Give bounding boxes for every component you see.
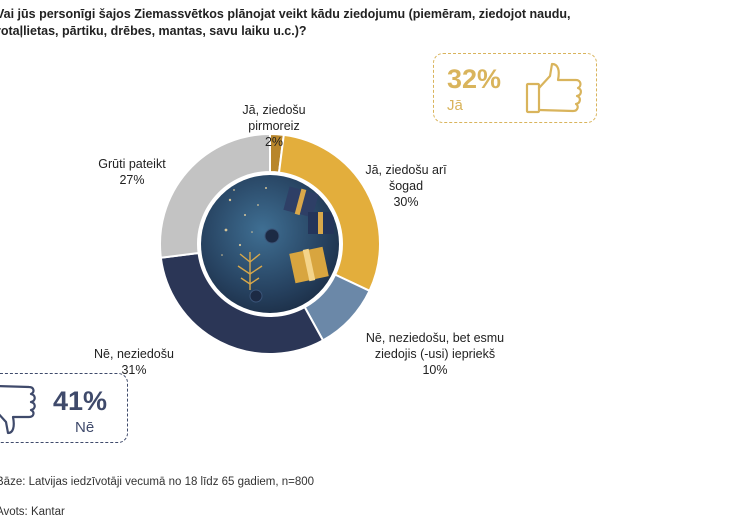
slice-label-no: Nē, neziedošu 31% (94, 347, 174, 377)
survey-question: Vai jūs personīgi šajos Ziemassvētkos pl… (0, 7, 571, 38)
slice-label-yes-first: Jā, ziedošu pirmoreiz 2% (242, 103, 306, 149)
slice-label-unsure: Grūti pateikt 27% (98, 157, 166, 187)
yes-total-label: Jā (447, 97, 463, 114)
footer-base: Bāze: Latvijas iedzīvotāji vecumā no 18 … (0, 476, 315, 488)
slice-label-no-before: Nē, neziedošu, bet esmu ziedojis (-usi) … (365, 331, 505, 377)
thumbs-down-icon (0, 384, 36, 435)
yes-total-value: 32% (447, 64, 502, 94)
donut-slice-3 (159, 251, 325, 355)
donut-slices (159, 132, 381, 355)
slice-label-yes-again: Jā, ziedošu arī šogad 30% (365, 163, 447, 209)
footer-note: Bāze: Latvijas iedzīvotāji vecumā no 18 … (0, 460, 314, 520)
footer-source: Avots: Kantar (0, 506, 65, 518)
no-total-badge: 41% Nē (0, 373, 128, 443)
yes-total-badge: 32% Jā (433, 53, 597, 123)
donut-chart (159, 132, 381, 355)
center-image (201, 175, 339, 313)
thumbs-up-icon (525, 62, 582, 114)
no-total-value: 41% (53, 386, 108, 416)
no-total-label: Nē (75, 419, 95, 436)
donut-slice-4 (159, 132, 271, 259)
